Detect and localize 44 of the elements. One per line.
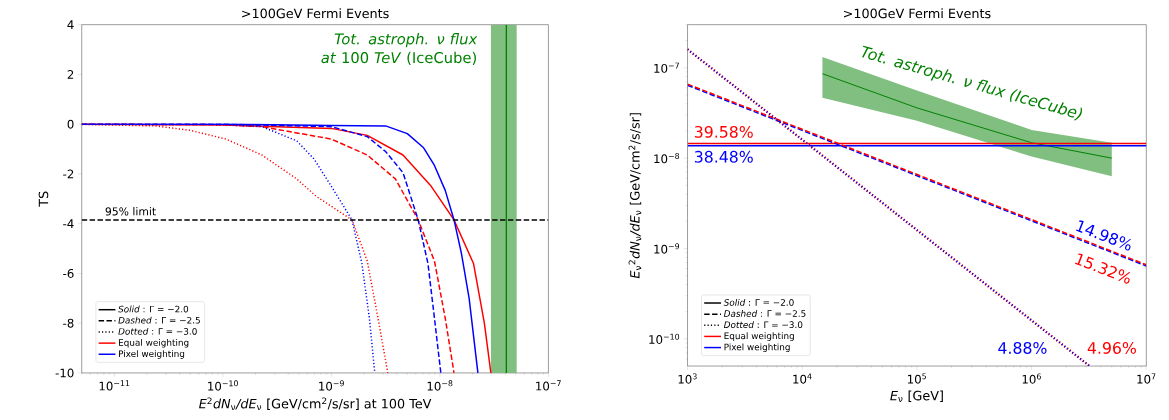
y-tick-label: 2 xyxy=(67,69,74,79)
y-tick-label: -4 xyxy=(63,219,74,228)
text: E$_{ν}$$^{2}$dN$_{ν}$/dE$_{ν}$ [GeV/cm$^{2}$/s/sr] xyxy=(628,113,642,279)
legend-label: Solid : Γ = −2.0 xyxy=(723,298,794,306)
chart-title: >100GeV Fermi Events xyxy=(242,8,389,19)
series-label: 39.58% xyxy=(694,125,753,138)
y-tick-label: 10$^{−7}$ xyxy=(654,62,679,73)
legend-label: Equal weighting xyxy=(118,338,189,348)
y-axis-title: TS xyxy=(38,191,49,207)
legend-label: Dotted : Γ = −3.0 xyxy=(118,327,197,335)
y-tick-label: 10$^{−9}$ xyxy=(654,243,680,254)
legend-label: Pixel weighting xyxy=(724,343,790,352)
y-tick-label: 4 xyxy=(67,20,74,29)
y-tick-label: 10$^{−8}$ xyxy=(654,152,680,164)
y-tick-label: -8 xyxy=(63,318,74,328)
x-tick-label: 10$^{−9}$ xyxy=(319,380,344,391)
x-axis-title: E$_{ν}$ [GeV] xyxy=(890,390,943,402)
ref-line-label: Tot. astroph. ν flux at 100 TeV (IceCube) xyxy=(321,32,478,65)
y-tick-label: -6 xyxy=(63,268,74,278)
ref-line-label: 95% limit xyxy=(105,206,156,216)
x-tick-label: 10$^{−8}$ xyxy=(427,380,453,391)
series-label: 4.96% xyxy=(1087,341,1137,354)
x-tick-label: 10$^{4}$ xyxy=(793,373,812,384)
legend-label: Equal weighting xyxy=(724,332,794,341)
y-tick-label: -10 xyxy=(55,368,74,378)
y-tick-label: -2 xyxy=(63,169,74,179)
legend-label: Dotted : Γ = −3.0 xyxy=(723,321,803,328)
x-tick-label: 10$^{7}$ xyxy=(1137,373,1156,384)
y-tick-label: 10$^{−10}$ xyxy=(649,333,680,344)
legend-label: Dashed : Γ = −2.5 xyxy=(723,309,806,317)
x-tick-label: 10$^{−11}$ xyxy=(99,380,130,391)
x-tick-label: 10$^{−7}$ xyxy=(536,380,561,391)
x-tick-label: 10$^{5}$ xyxy=(907,373,926,384)
x-tick-label: 10$^{−10}$ xyxy=(208,380,238,391)
y-tick-label: 0 xyxy=(67,119,74,129)
series-label: 4.88% xyxy=(998,341,1047,354)
x-tick-label: 10$^{6}$ xyxy=(1022,373,1041,384)
legend-label: Solid : Γ = −2.0 xyxy=(118,305,189,313)
legend-label: Pixel weighting xyxy=(118,350,185,359)
text: E$^{2}$dN$_{ν}$/dE$_{ν}$ [GeV/cm$^{2}$/s/sr] at 100 TeV xyxy=(199,397,432,410)
x-tick-label: 10$^{3}$ xyxy=(678,373,697,384)
series-label: 38.48% xyxy=(694,150,753,163)
chart-title: >100GeV Fermi Events xyxy=(844,8,991,19)
legend-label: Dashed : Γ = −2.5 xyxy=(118,316,200,324)
